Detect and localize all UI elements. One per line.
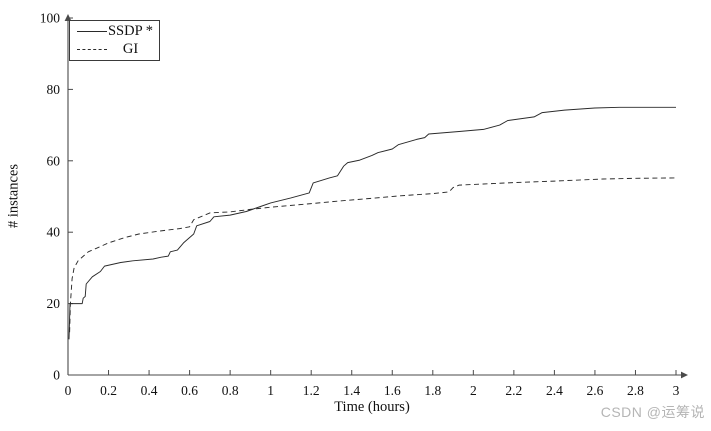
x-tick-label: 0 [65,383,72,398]
x-tick-label: 2.2 [505,383,522,398]
x-tick-label: 2.6 [586,383,603,398]
y-tick-label: 40 [47,225,61,240]
x-axis-arrow-icon [681,371,688,379]
y-tick-label: 0 [53,368,60,383]
series-line-gi [69,177,677,333]
x-tick-label: 2.4 [546,383,563,398]
legend-item-ssdp: SSDP * [70,24,159,39]
x-axis-title: Time (hours) [334,399,410,415]
legend-item-gi: GI [70,42,159,57]
legend-label-ssdp: SSDP * [107,23,153,40]
solid-line-sample-icon [77,31,107,33]
y-tick-label: 80 [47,82,61,97]
y-tick-label: 60 [47,153,61,168]
x-tick-label: 0.8 [222,383,239,398]
x-tick-label: 2 [470,383,477,398]
x-tick-label: 0.2 [100,383,117,398]
x-tick-label: 1 [267,383,274,398]
dashed-line-sample-icon [77,48,107,50]
legend: SSDP * GI [69,20,160,61]
x-tick-label: 0.6 [181,383,198,398]
watermark: CSDN @运筹说 [600,404,705,420]
y-axis-arrow-icon [64,14,72,21]
x-tick-label: 1.4 [343,383,360,398]
x-tick-label: 1.8 [424,383,441,398]
x-tick-label: 0.4 [141,383,158,398]
y-tick-label: 20 [47,296,61,311]
x-tick-label: 2.8 [627,383,644,398]
x-tick-label: 1.6 [384,383,401,398]
x-tick-label: 1.2 [303,383,320,398]
legend-label-gi: GI [122,41,139,58]
x-tick-label: 3 [673,383,680,398]
series-line-ssdp [68,106,676,340]
y-tick-label: 100 [40,11,61,26]
y-axis-title: # instances [5,163,22,229]
